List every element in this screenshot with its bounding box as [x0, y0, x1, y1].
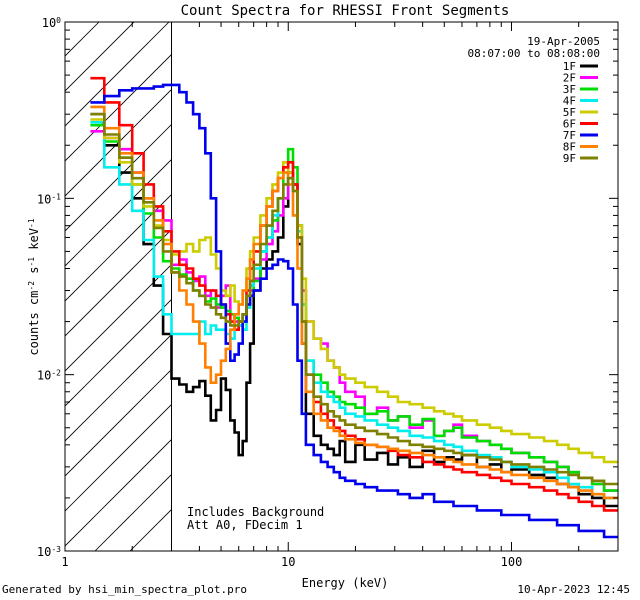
y-tick-label: 10-1 — [37, 192, 61, 207]
legend-label-1F: 1F — [563, 60, 576, 73]
hatch-line — [65, 403, 172, 512]
legend-label-7F: 7F — [563, 129, 576, 142]
y-axis-label-sup1: -2 — [27, 281, 36, 291]
y-axis-label-mid: s — [27, 267, 41, 281]
y-tick-base: 10 — [37, 192, 51, 206]
x-tick-label: 10 — [281, 555, 295, 569]
series-group — [90, 76, 618, 539]
series-7F — [90, 83, 618, 539]
y-axis-label: counts cm-2 s-1 keV-1 — [27, 218, 42, 355]
annotation-background: Includes Background — [187, 505, 324, 519]
legend-label-5F: 5F — [563, 106, 576, 119]
plot-frame — [64, 21, 619, 552]
y-tick-base: 10 — [42, 16, 56, 30]
hatch-line — [65, 22, 170, 127]
legend-label-9F: 9F — [563, 152, 576, 165]
y-tick-base: 10 — [37, 369, 51, 383]
legend-label-3F: 3F — [563, 83, 576, 96]
hatch-line — [65, 368, 172, 477]
y-axis-label-main: counts cm — [27, 291, 41, 356]
series-8F — [90, 105, 618, 500]
x-axis-label: Energy (keV) — [302, 576, 389, 590]
legend-label-8F: 8F — [563, 141, 576, 154]
y-tick-exponent: 0 — [56, 16, 61, 25]
y-tick-exponent: -1 — [51, 192, 61, 201]
chart-title: Count Spectra for RHESSI Front Segments — [181, 3, 510, 19]
legend-label-6F: 6F — [563, 118, 576, 131]
hatch-line — [65, 263, 172, 372]
hatch-line — [65, 53, 172, 162]
hatch-line — [65, 438, 172, 547]
footer-timestamp: 10-Apr-2023 12:45 — [517, 583, 630, 596]
legend-label-4F: 4F — [563, 95, 576, 108]
y-tick-label: 10-3 — [37, 545, 61, 560]
footer-generated-by: Generated by hsi_min_spectra_plot.pro — [2, 583, 248, 596]
y-axis-label-sup3: -1 — [27, 218, 36, 228]
hatched-region — [65, 22, 173, 551]
annotation-attenuator: Att A0, FDecim 1 — [187, 518, 303, 532]
x-tick-label: 100 — [501, 555, 523, 569]
y-tick-exponent: -2 — [51, 368, 61, 377]
y-tick-exponent: -3 — [51, 545, 61, 554]
y-tick-base: 10 — [37, 545, 51, 559]
legend-label-2F: 2F — [563, 72, 576, 85]
y-tick-label: 100 — [42, 16, 61, 31]
y-axis-label-tail: keV — [27, 228, 41, 257]
date-text: 19-Apr-2005 — [527, 35, 600, 48]
hatch-line — [65, 193, 172, 302]
series-9F — [90, 112, 618, 486]
y-axis-label-sup2: -1 — [27, 257, 36, 267]
time-range-text: 08:07:00 to 08:08:00 — [468, 47, 600, 60]
y-tick-label: 10-2 — [37, 368, 61, 383]
x-tick-label: 1 — [61, 555, 68, 569]
hatch-line — [65, 228, 172, 337]
hatch-line — [65, 88, 172, 197]
